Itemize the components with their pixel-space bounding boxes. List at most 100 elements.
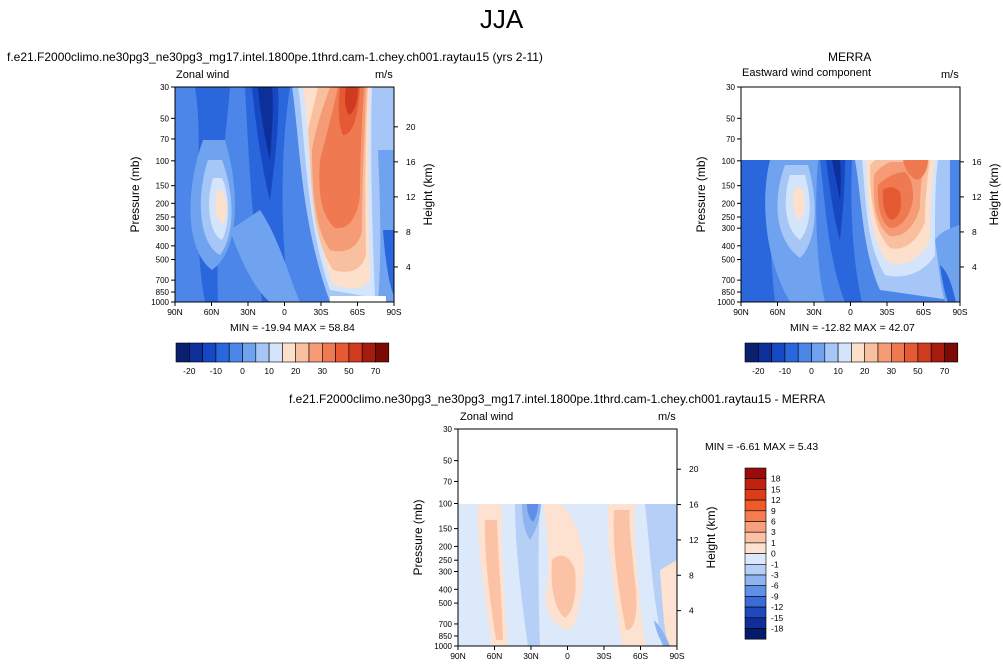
height-tick-label: 8 [972, 227, 977, 237]
pressure-tick-label: 500 [439, 599, 453, 608]
height-tick-label: 20 [689, 464, 699, 474]
test-left-label: Zonal wind [176, 69, 230, 81]
ref-left-label: Eastward wind component [742, 67, 872, 79]
height-tick-label: 12 [689, 535, 699, 545]
latitude-tick-label: 60S [633, 651, 648, 661]
colorbar-label: -6 [771, 581, 779, 591]
colorbar-box [744, 553, 767, 565]
colorbar-box [944, 342, 959, 363]
pressure-axis-label: Pressure (mb) [411, 499, 425, 575]
colorbar-box [744, 342, 759, 363]
colorbar-box [744, 628, 767, 640]
colorbar-label: 30 [887, 366, 897, 376]
axes-layer: 3050701001502002503004005007008501000481… [128, 83, 1001, 661]
height-tick-label: 12 [972, 192, 982, 202]
pressure-tick-label: 100 [722, 157, 736, 166]
pressure-tick-label: 700 [439, 620, 453, 629]
colorbar-label: 20 [291, 366, 301, 376]
colorbar-box [335, 342, 350, 363]
pressure-tick-label: 200 [439, 542, 453, 551]
test-stats: MIN = -19.94 MAX = 58.84 [230, 322, 355, 334]
colorbar-label: 30 [318, 366, 328, 376]
colorbar-box [242, 342, 257, 363]
colorbar-label: 6 [771, 517, 776, 527]
pressure-tick-label: 850 [156, 288, 170, 297]
colorbar-label: 1 [771, 538, 776, 548]
latitude-tick-label: 90S [669, 651, 684, 661]
colorbar-box [904, 342, 919, 363]
pressure-tick-label: 100 [439, 500, 453, 509]
pressure-tick-label: 250 [439, 556, 453, 565]
pressure-tick-label: 1000 [151, 298, 169, 307]
latitude-tick-label: 90S [952, 307, 967, 317]
colorbar-box [268, 342, 283, 363]
colorbar-label: 18 [771, 474, 781, 484]
colorbar-label: -3 [771, 570, 779, 580]
colorbar-box [255, 342, 270, 363]
colorbar-label: 70 [940, 366, 950, 376]
colorbar-box [757, 342, 772, 363]
pressure-tick-label: 250 [156, 213, 170, 222]
colorbar-box [837, 342, 852, 363]
colorbar-label: 9 [771, 506, 776, 516]
height-tick-label: 4 [689, 606, 694, 616]
pressure-tick-label: 150 [722, 182, 736, 191]
pressure-tick-label: 50 [160, 114, 169, 123]
latitude-tick-label: 30N [240, 307, 256, 317]
colorbar-label: 50 [913, 366, 923, 376]
pressure-tick-label: 50 [443, 457, 452, 466]
ref-field [741, 160, 960, 302]
latitude-tick-label: 30S [313, 307, 328, 317]
height-tick-label: 16 [972, 157, 982, 167]
latitude-tick-label: 90N [733, 307, 749, 317]
latitude-tick-label: 60N [487, 651, 503, 661]
pressure-tick-label: 300 [439, 567, 453, 576]
diff-field [458, 504, 677, 646]
colorbar-box [348, 342, 363, 363]
pressure-axis-label: Pressure (mb) [694, 156, 708, 232]
colorbar-label: 15 [771, 484, 781, 494]
colorbar-label: 0 [771, 549, 776, 559]
colorbar-box [811, 342, 826, 363]
colorbar-box [744, 585, 767, 597]
pressure-tick-label: 50 [726, 114, 735, 123]
latitude-tick-label: 30S [596, 651, 611, 661]
colorbar-label: -18 [771, 624, 784, 634]
colorbar-box [295, 342, 310, 363]
colorbar-box [228, 342, 243, 363]
colorbar-box [744, 574, 767, 586]
colorbar-box [864, 342, 879, 363]
colorbar-box [930, 342, 945, 363]
colorbar-box [744, 563, 767, 576]
latitude-tick-label: 60N [770, 307, 786, 317]
colorbar-label: 0 [809, 366, 814, 376]
colorbar-box [744, 596, 767, 608]
pressure-tick-label: 150 [439, 525, 453, 534]
colorbar-label: -10 [779, 366, 792, 376]
colorbar-box [744, 510, 767, 522]
ref-stats: MIN = -12.82 MAX = 42.07 [790, 322, 915, 334]
latitude-tick-label: 90N [167, 307, 183, 317]
pressure-tick-label: 700 [722, 276, 736, 285]
latitude-tick-label: 30N [523, 651, 539, 661]
latitude-tick-label: 90N [450, 651, 466, 661]
pressure-tick-label: 850 [722, 288, 736, 297]
main-title: JJA [479, 4, 524, 34]
colorbar-box [744, 467, 767, 479]
pressure-tick-label: 30 [443, 425, 452, 434]
pressure-tick-label: 250 [722, 213, 736, 222]
pressure-tick-label: 850 [439, 632, 453, 641]
colorbar-box [215, 342, 230, 363]
colorbar-label: -1 [771, 559, 779, 569]
colorbar-label: -9 [771, 591, 779, 601]
pressure-tick-label: 70 [443, 477, 452, 486]
colorbar-box [784, 342, 799, 363]
height-tick-label: 12 [406, 192, 416, 202]
colorbar-box [202, 342, 217, 363]
colorbar-label: -12 [771, 602, 784, 612]
pressure-tick-label: 1000 [717, 298, 735, 307]
colorbar-label: 10 [833, 366, 843, 376]
pressure-tick-label: 300 [722, 224, 736, 233]
test-units: m/s [375, 69, 393, 81]
colorbar-box [917, 342, 932, 363]
